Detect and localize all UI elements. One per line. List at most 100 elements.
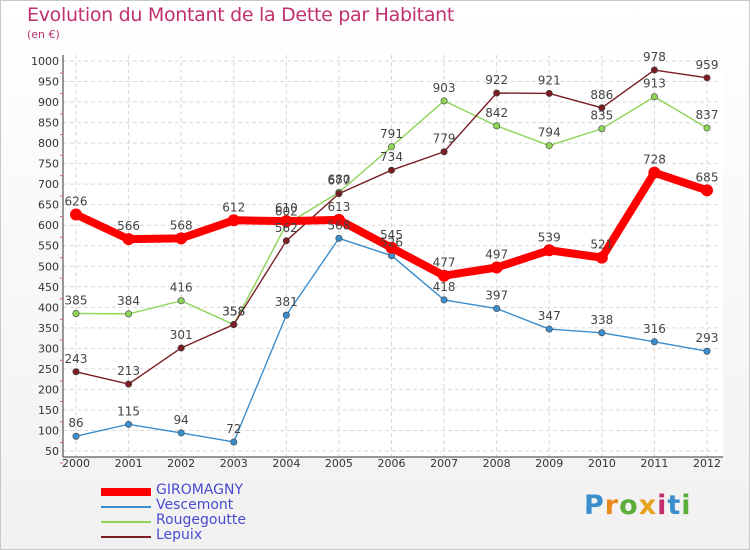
data-label: 316	[643, 322, 666, 336]
data-point	[177, 429, 185, 437]
x-tick-label: 2001	[115, 457, 143, 470]
data-label: 791	[380, 127, 403, 141]
x-tick-label: 2002	[167, 457, 195, 470]
data-label: 978	[643, 50, 666, 64]
x-tick-label: 2000	[62, 457, 90, 470]
chart-title: Evolution du Montant de la Dette par Hab…	[27, 4, 455, 26]
data-label: 568	[170, 218, 193, 232]
data-point	[650, 338, 658, 346]
data-label: 72	[226, 422, 241, 436]
x-tick-label: 2009	[535, 457, 563, 470]
data-point	[493, 122, 501, 130]
data-label: 610	[275, 201, 298, 215]
data-label: 779	[433, 132, 456, 146]
data-label: 545	[380, 228, 403, 242]
x-tick-label: 2003	[220, 457, 248, 470]
y-tick-label: 150	[38, 404, 59, 417]
proxiti-logo: Proxiti	[584, 490, 692, 521]
data-point	[598, 104, 606, 112]
data-point	[230, 438, 238, 446]
data-point	[438, 269, 451, 282]
data-label: 347	[538, 309, 561, 323]
y-tick-label: 700	[38, 178, 59, 191]
y-tick-label: 400	[38, 301, 59, 314]
y-tick-label: 900	[38, 96, 59, 109]
data-label: 338	[590, 313, 613, 327]
data-label: 922	[485, 73, 508, 87]
data-point	[490, 261, 503, 274]
data-point	[280, 215, 293, 228]
data-point	[282, 237, 290, 245]
legend-label: GIROMAGNY	[156, 482, 244, 498]
y-tick-label: 500	[38, 260, 59, 273]
legend-label: Rougegoutte	[156, 512, 246, 528]
data-label: 837	[696, 108, 719, 122]
data-label: 886	[590, 88, 613, 102]
data-point	[387, 166, 395, 174]
data-label: 384	[117, 294, 140, 308]
data-label: 381	[275, 295, 298, 309]
data-point	[387, 143, 395, 151]
x-tick-label: 2011	[640, 457, 668, 470]
y-tick-label: 800	[38, 137, 59, 150]
data-point	[598, 329, 606, 337]
chart-unit-label: (en €)	[27, 28, 60, 41]
data-label: 903	[433, 81, 456, 95]
data-point	[332, 213, 345, 226]
y-tick-label: 300	[38, 342, 59, 355]
data-point	[493, 89, 501, 97]
data-point	[545, 142, 553, 150]
data-point	[72, 309, 80, 317]
data-point	[493, 305, 501, 313]
data-point	[650, 93, 658, 101]
data-label: 358	[222, 305, 245, 319]
data-label: 385	[65, 293, 88, 307]
data-label: 293	[696, 331, 719, 345]
legend-swatch	[101, 506, 151, 508]
legend-label: Lepuix	[156, 527, 203, 543]
data-point	[175, 232, 188, 245]
data-label: 913	[643, 77, 666, 91]
data-point	[385, 241, 398, 254]
legend-swatch	[101, 521, 151, 523]
data-point	[440, 97, 448, 105]
x-tick-label: 2008	[483, 457, 511, 470]
data-point	[440, 148, 448, 156]
data-point	[177, 344, 185, 352]
data-label: 526	[380, 236, 403, 250]
data-point	[650, 66, 658, 74]
data-point	[122, 233, 135, 246]
data-point	[648, 166, 661, 179]
data-point	[70, 208, 82, 221]
data-label: 921	[538, 73, 561, 87]
data-point	[701, 184, 713, 197]
data-point	[335, 190, 343, 198]
legend-swatch	[101, 488, 151, 496]
data-label: 358	[222, 305, 245, 319]
y-tick-label: 100	[38, 424, 59, 437]
data-label: 728	[643, 153, 666, 167]
data-point	[177, 297, 185, 305]
y-tick-label: 350	[38, 322, 59, 335]
y-tick-label: 450	[38, 281, 59, 294]
data-point	[545, 325, 553, 333]
data-point	[598, 125, 606, 133]
data-label: 568	[327, 218, 350, 232]
data-point	[440, 296, 448, 304]
data-label: 566	[117, 219, 140, 233]
data-point	[125, 420, 133, 428]
y-tick-label: 550	[38, 240, 59, 253]
y-tick-label: 200	[38, 383, 59, 396]
y-tick-label: 1000	[31, 55, 59, 68]
y-tick-label: 650	[38, 199, 59, 212]
data-label: 94	[174, 413, 189, 427]
x-tick-label: 2005	[325, 457, 353, 470]
legend-swatch	[101, 536, 151, 538]
data-point	[703, 74, 711, 82]
data-label: 213	[117, 364, 140, 378]
data-point	[282, 311, 290, 319]
data-label: 416	[170, 281, 193, 295]
data-label: 842	[485, 106, 508, 120]
data-label: 626	[65, 195, 88, 209]
data-label: 115	[117, 404, 140, 418]
